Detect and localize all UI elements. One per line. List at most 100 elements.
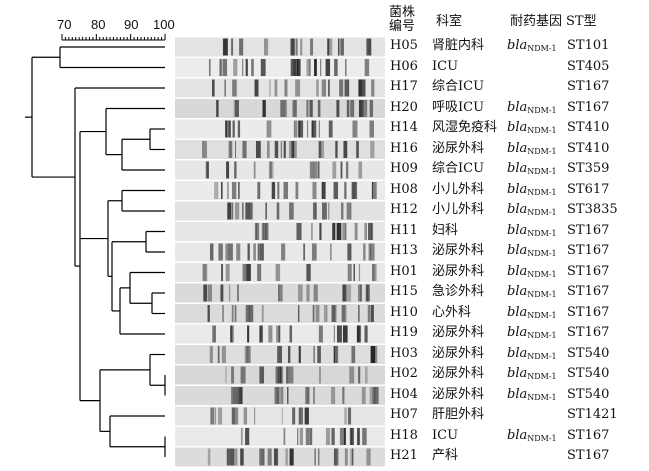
gel-band (369, 387, 373, 404)
gel-band (292, 100, 297, 117)
strain-id: H03 (390, 345, 418, 361)
department: 风湿免疫科 (432, 120, 498, 135)
gel-band (317, 100, 321, 117)
pfge-gel-image (175, 37, 385, 467)
gel-band (261, 305, 264, 322)
resistance-gene: blaNDM-1 (507, 243, 557, 259)
department: 肾脏内科 (432, 38, 485, 53)
resistance-gene: blaNDM-1 (507, 99, 557, 115)
gel-band (297, 120, 300, 138)
gel-band (359, 325, 362, 343)
gel-band (226, 161, 230, 179)
gel-lane (175, 99, 385, 118)
gel-band (236, 243, 241, 261)
gel-band (311, 243, 317, 261)
similarity-scale (61, 34, 166, 41)
gel-band (313, 387, 315, 404)
gel-band (372, 264, 375, 281)
gel-lane (175, 406, 385, 426)
gel-band (209, 243, 214, 261)
gel-band (203, 284, 208, 302)
dendrogram-tree (25, 46, 166, 457)
gel-band (305, 428, 310, 445)
gel-band (253, 243, 256, 261)
gel-lane (175, 58, 385, 77)
gel-band (331, 428, 335, 445)
gel-band (366, 448, 371, 466)
resistance-gene: blaNDM-1 (507, 427, 557, 443)
gel-band (276, 387, 280, 404)
gel-band (373, 387, 379, 404)
gel-band (340, 38, 344, 56)
gel-band (359, 100, 362, 117)
strain-id: H04 (390, 386, 418, 402)
gel-band (335, 141, 338, 158)
gel-band (297, 305, 300, 322)
gel-band (333, 346, 337, 363)
gel-band (291, 141, 295, 158)
gel-band (318, 366, 321, 384)
gel-band (344, 79, 350, 97)
gel-band (363, 100, 368, 117)
gel-band (347, 243, 352, 261)
department: 泌尿外科 (432, 140, 485, 156)
gel-band (370, 346, 376, 363)
strain-column-header: 菌株编号 (389, 5, 416, 34)
resistance-gene: blaNDM-1 (507, 325, 557, 341)
gel-band (222, 59, 228, 76)
gel-band (202, 141, 207, 158)
gel-band (228, 120, 231, 138)
gel-band (335, 346, 339, 363)
gel-band (287, 387, 289, 404)
st-type: ST167 (567, 448, 610, 463)
gel-band (347, 407, 352, 425)
gel-band (279, 366, 283, 384)
gel-band (225, 264, 230, 281)
gel-band (343, 428, 346, 445)
st-type: ST540 (567, 386, 610, 402)
gel-band (231, 202, 234, 220)
gel-band (347, 284, 352, 302)
gel-band (352, 448, 354, 466)
resistance-gene: blaNDM-1 (507, 366, 557, 382)
gel-band (336, 223, 342, 240)
gel-band (343, 141, 348, 158)
gel-band (259, 325, 263, 343)
gel-band (314, 448, 316, 466)
st-type: ST1421 (567, 407, 618, 422)
gel-band (371, 79, 375, 97)
st-type: ST359 (567, 161, 610, 176)
gel-band (226, 448, 230, 466)
gel-band (292, 407, 296, 425)
gel-band (306, 120, 309, 138)
gel-band (281, 243, 286, 261)
gel-band (306, 59, 311, 76)
gel-band (289, 448, 294, 466)
gel-band (207, 284, 212, 302)
department: 泌尿外科 (432, 243, 485, 258)
gel-band (312, 305, 315, 322)
gel-band (311, 120, 317, 138)
gel-band (352, 182, 358, 199)
gel-band (326, 305, 328, 322)
gel-band (242, 141, 247, 158)
gel-band (328, 202, 330, 220)
gel-band (257, 182, 261, 199)
gel-band (350, 202, 352, 220)
gel-band (231, 366, 235, 384)
gel-band (334, 59, 338, 76)
gel-band (242, 59, 244, 76)
gel-band (295, 79, 301, 97)
gel-band (349, 366, 355, 384)
resistance-gene: blaNDM-1 (507, 161, 557, 177)
gel-band (319, 223, 321, 240)
gel-band (247, 325, 250, 343)
gel-band (358, 305, 360, 322)
gel-band (345, 161, 349, 179)
department: 泌尿外科 (432, 325, 485, 340)
gel-band (342, 284, 347, 302)
gel-band (232, 448, 238, 466)
gel-band (340, 161, 343, 179)
